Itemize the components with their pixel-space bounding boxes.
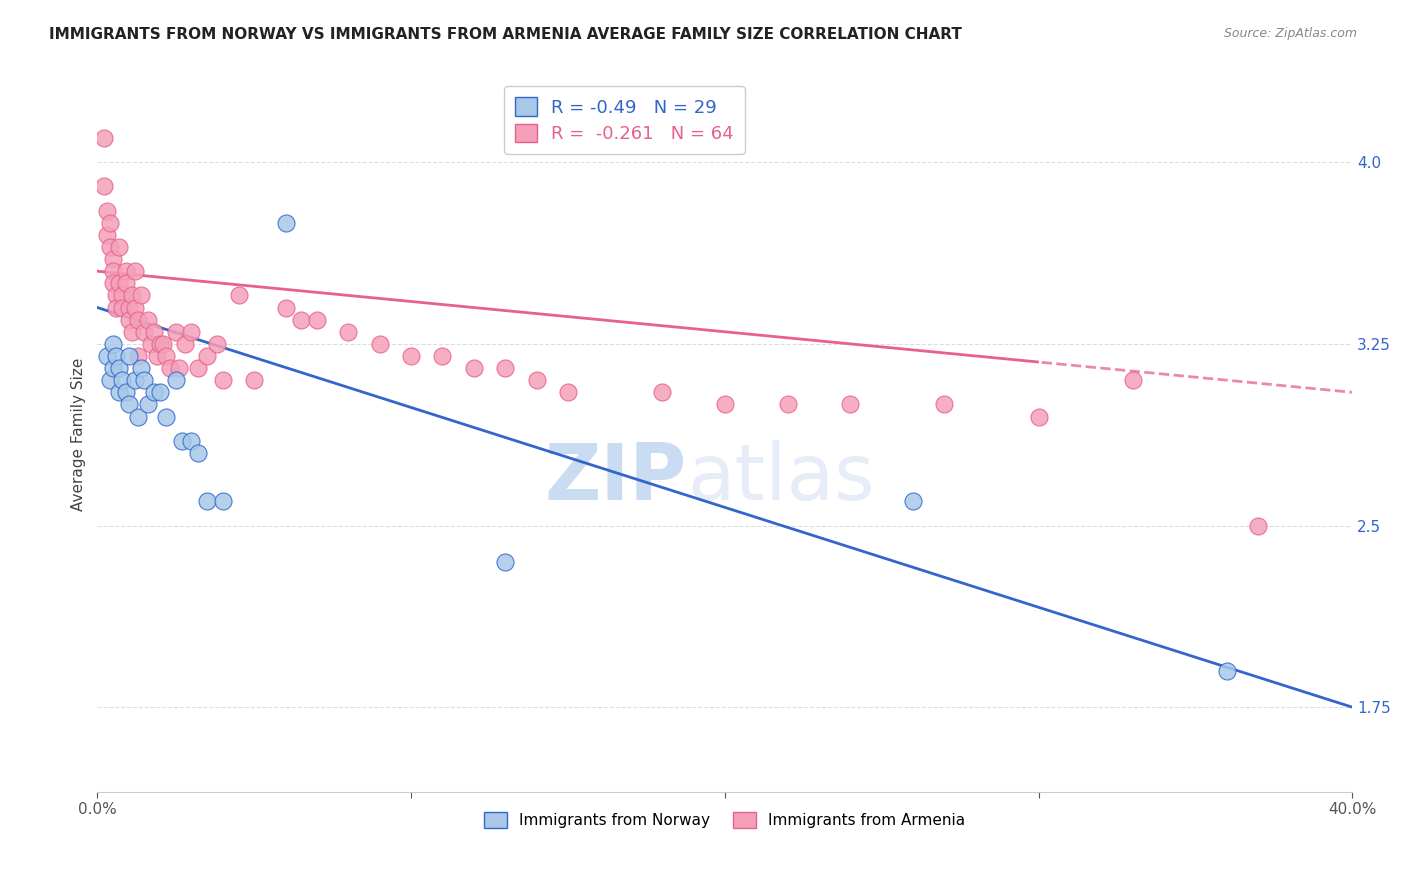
Point	[101, 337, 124, 351]
Point	[142, 325, 165, 339]
Point	[187, 361, 209, 376]
Point	[124, 373, 146, 387]
Point	[105, 349, 128, 363]
Point	[165, 373, 187, 387]
Point	[98, 240, 121, 254]
Point	[127, 349, 149, 363]
Point	[98, 216, 121, 230]
Point	[139, 337, 162, 351]
Point	[108, 277, 131, 291]
Point	[134, 325, 156, 339]
Point	[114, 264, 136, 278]
Point	[111, 301, 134, 315]
Point	[337, 325, 360, 339]
Point	[167, 361, 190, 376]
Text: ZIP: ZIP	[546, 440, 688, 516]
Point	[187, 446, 209, 460]
Point	[111, 373, 134, 387]
Point	[714, 397, 737, 411]
Point	[108, 361, 131, 376]
Point	[651, 385, 673, 400]
Point	[290, 312, 312, 326]
Point	[155, 409, 177, 424]
Point	[118, 312, 141, 326]
Point	[195, 494, 218, 508]
Point	[114, 277, 136, 291]
Point	[180, 434, 202, 448]
Point	[93, 179, 115, 194]
Point	[494, 555, 516, 569]
Point	[228, 288, 250, 302]
Point	[211, 373, 233, 387]
Point	[1122, 373, 1144, 387]
Point	[165, 325, 187, 339]
Point	[146, 349, 169, 363]
Point	[136, 397, 159, 411]
Point	[159, 361, 181, 376]
Point	[432, 349, 454, 363]
Point	[105, 288, 128, 302]
Point	[1247, 518, 1270, 533]
Point	[305, 312, 328, 326]
Point	[101, 252, 124, 266]
Point	[901, 494, 924, 508]
Point	[129, 288, 152, 302]
Point	[274, 301, 297, 315]
Point	[142, 385, 165, 400]
Point	[399, 349, 422, 363]
Point	[114, 385, 136, 400]
Point	[101, 264, 124, 278]
Point	[526, 373, 548, 387]
Point	[205, 337, 228, 351]
Point	[494, 361, 516, 376]
Y-axis label: Average Family Size: Average Family Size	[72, 358, 86, 511]
Point	[108, 385, 131, 400]
Point	[557, 385, 579, 400]
Point	[152, 337, 174, 351]
Point	[155, 349, 177, 363]
Point	[101, 361, 124, 376]
Text: IMMIGRANTS FROM NORWAY VS IMMIGRANTS FROM ARMENIA AVERAGE FAMILY SIZE CORRELATIO: IMMIGRANTS FROM NORWAY VS IMMIGRANTS FRO…	[49, 27, 962, 42]
Point	[174, 337, 197, 351]
Point	[118, 397, 141, 411]
Point	[124, 264, 146, 278]
Point	[211, 494, 233, 508]
Point	[118, 301, 141, 315]
Point	[127, 312, 149, 326]
Point	[274, 216, 297, 230]
Point	[121, 288, 143, 302]
Point	[368, 337, 391, 351]
Point	[195, 349, 218, 363]
Point	[129, 361, 152, 376]
Point	[180, 325, 202, 339]
Point	[127, 409, 149, 424]
Point	[93, 131, 115, 145]
Point	[96, 349, 118, 363]
Point	[111, 288, 134, 302]
Point	[243, 373, 266, 387]
Point	[1216, 664, 1239, 678]
Point	[101, 277, 124, 291]
Point	[118, 349, 141, 363]
Legend: Immigrants from Norway, Immigrants from Armenia: Immigrants from Norway, Immigrants from …	[478, 806, 972, 834]
Point	[121, 325, 143, 339]
Point	[170, 434, 193, 448]
Point	[134, 373, 156, 387]
Point	[1028, 409, 1050, 424]
Point	[124, 301, 146, 315]
Point	[839, 397, 862, 411]
Point	[463, 361, 485, 376]
Point	[96, 227, 118, 242]
Point	[108, 240, 131, 254]
Text: Source: ZipAtlas.com: Source: ZipAtlas.com	[1223, 27, 1357, 40]
Point	[136, 312, 159, 326]
Point	[105, 301, 128, 315]
Text: atlas: atlas	[688, 440, 875, 516]
Point	[149, 385, 172, 400]
Point	[776, 397, 799, 411]
Point	[98, 373, 121, 387]
Point	[149, 337, 172, 351]
Point	[96, 203, 118, 218]
Point	[934, 397, 956, 411]
